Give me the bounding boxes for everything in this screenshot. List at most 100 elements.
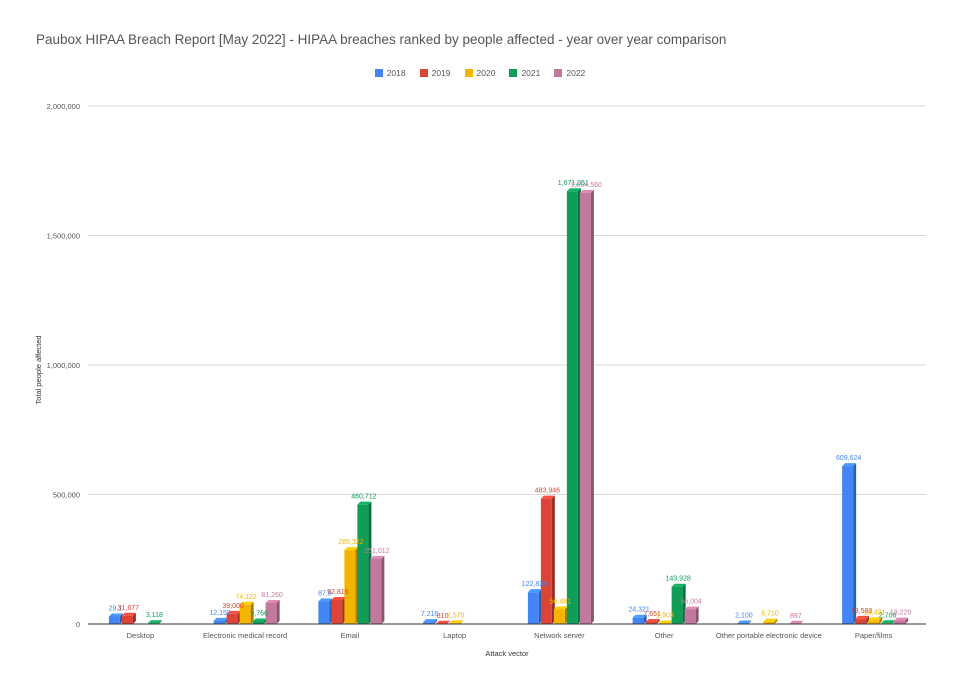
bar-top: [226, 610, 241, 614]
data-label-2021: 9,766: [250, 610, 268, 617]
data-label-2021: 460,712: [351, 494, 376, 501]
data-label-2021: 2,706: [879, 612, 897, 619]
legend-swatch: [374, 69, 383, 77]
bar-2022-4: [579, 189, 594, 624]
bar-2021-1: [252, 618, 267, 624]
bar-top: [449, 620, 464, 624]
bar-side: [853, 463, 857, 624]
bar-top: [121, 612, 136, 616]
bar-top: [684, 606, 699, 610]
bar-top: [527, 589, 542, 593]
bar-2021-7: [881, 620, 896, 624]
data-label-2019: 92,816: [327, 589, 349, 596]
bar-top: [645, 619, 660, 623]
bar-side: [381, 555, 385, 624]
bar-top: [881, 620, 896, 624]
bar-top: [213, 617, 228, 621]
bar-top: [540, 495, 555, 499]
bar-front: [239, 604, 251, 624]
y-tick-label: 500,000: [53, 491, 80, 500]
bar-side: [656, 619, 660, 624]
data-label-2020: 1,903: [656, 613, 674, 620]
bar-front: [553, 609, 565, 624]
data-label-2020: 74,122: [235, 594, 257, 601]
bar-top: [436, 620, 451, 624]
bar-2020-3: [449, 620, 464, 624]
bar-top: [108, 613, 123, 617]
bar-2020-2: [344, 547, 359, 624]
bar-2018-2: [318, 598, 333, 624]
bar-2022-5: [684, 606, 699, 624]
data-label-2019: 810: [437, 613, 449, 620]
bar-2021-2: [357, 501, 372, 624]
bar-2019-5: [645, 619, 660, 624]
y-tick-label: 2,000,000: [47, 102, 80, 111]
bar-2019-2: [331, 596, 346, 624]
legend-label: 2019: [431, 68, 451, 78]
x-category-label: Network server: [534, 631, 585, 640]
x-category-label: Other portable electronic device: [716, 631, 822, 640]
bar-2019-0: [121, 612, 136, 624]
bar-front: [671, 586, 683, 624]
bar-front: [357, 504, 369, 624]
bar-side: [643, 614, 647, 624]
chart-title: Paubox HIPAA Breach Report [May 2022] - …: [36, 32, 727, 47]
y-tick-label: 0: [76, 620, 80, 629]
bar-side: [250, 601, 254, 624]
bar-side: [905, 617, 909, 624]
bar-2019-4: [540, 495, 555, 624]
bar-top: [789, 620, 804, 624]
y-axis-title: Total people affected: [34, 335, 43, 404]
bar-2021-4: [566, 188, 581, 624]
bar-2020-4: [553, 606, 568, 624]
legend-label: 2022: [566, 68, 586, 78]
data-label-2019: 19,588: [851, 608, 873, 615]
bar-top: [318, 598, 333, 602]
bar-top: [423, 619, 438, 623]
bar-side: [132, 612, 136, 624]
bar-side: [447, 620, 451, 624]
bar-front: [579, 192, 591, 624]
bar-top: [252, 618, 267, 622]
bar-front: [632, 617, 644, 624]
bar-side: [460, 620, 464, 624]
bar-side: [551, 495, 555, 624]
bar-front: [108, 616, 120, 624]
data-label-2018: 2,100: [735, 612, 753, 619]
bar-top: [370, 555, 385, 559]
legend-swatch: [419, 69, 428, 77]
bar-2019-7: [855, 615, 870, 624]
bar-front: [527, 592, 539, 624]
bars: [108, 188, 909, 625]
bar-top: [239, 601, 254, 605]
legend-label: 2020: [476, 68, 496, 78]
bar-2020-1: [239, 601, 254, 624]
legend-item-2022: 2022: [554, 68, 585, 78]
bar-side: [276, 599, 280, 624]
bar-side: [879, 617, 883, 624]
bar-top: [265, 599, 280, 603]
bar-top: [855, 615, 870, 619]
bar-2018-1: [213, 617, 228, 624]
bar-front: [252, 621, 264, 624]
data-label-2020: 8,710: [761, 611, 779, 618]
bar-side: [158, 620, 162, 624]
legend-item-2018: 2018: [374, 68, 406, 78]
bar-top: [737, 620, 752, 624]
bar-2018-3: [423, 619, 438, 624]
bar-top: [632, 614, 647, 618]
x-axis-categories: Desktop Electronic medical record Email Lap…: [127, 631, 893, 640]
bar-side: [590, 189, 594, 624]
data-label-2022: 1,664,560: [571, 182, 602, 189]
bar-front: [331, 599, 343, 624]
bar-2022-1: [265, 599, 280, 624]
bar-top: [344, 547, 359, 551]
bar-top: [147, 620, 162, 624]
bar-top: [579, 189, 594, 193]
bar-front: [121, 615, 133, 624]
bar-front: [566, 191, 578, 624]
gridlines: [88, 105, 926, 495]
y-tick-label: 1,500,000: [47, 232, 80, 241]
bar-top: [566, 188, 581, 192]
